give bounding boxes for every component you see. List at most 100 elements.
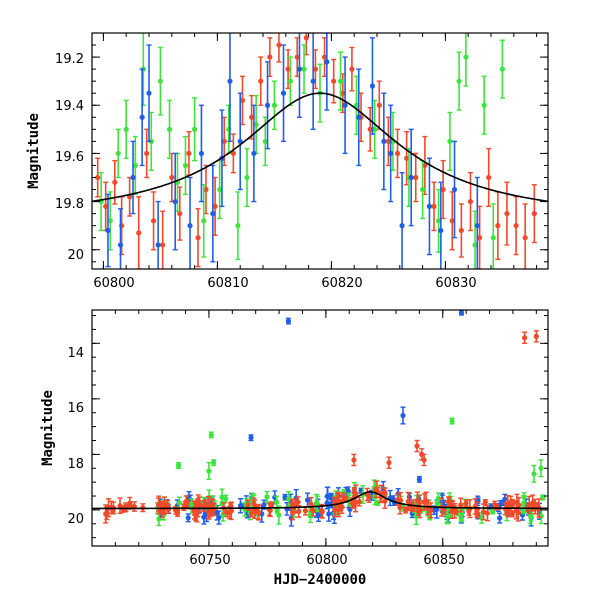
data-point bbox=[248, 510, 254, 517]
top-plot-area bbox=[92, 33, 548, 269]
data-point bbox=[157, 78, 163, 84]
data-point bbox=[451, 186, 458, 193]
data-point bbox=[456, 78, 462, 84]
bottom-plot-area bbox=[92, 310, 548, 527]
data-point bbox=[522, 335, 528, 341]
data-point bbox=[155, 242, 161, 248]
data-point bbox=[416, 476, 422, 482]
data-point bbox=[413, 174, 419, 181]
data-point bbox=[244, 174, 250, 181]
data-point bbox=[285, 318, 292, 324]
data-point bbox=[440, 186, 446, 193]
data-point bbox=[169, 174, 175, 181]
data-point bbox=[132, 162, 138, 169]
data-point bbox=[533, 333, 539, 339]
data-point bbox=[314, 501, 320, 507]
top-x-tick-label: 60830 bbox=[435, 276, 476, 291]
data-point bbox=[482, 499, 488, 505]
data-point bbox=[521, 501, 527, 507]
data-point bbox=[405, 498, 411, 505]
data-point bbox=[286, 496, 292, 502]
data-point bbox=[321, 54, 328, 60]
data-point bbox=[334, 497, 340, 503]
data-point bbox=[312, 66, 319, 72]
data-point bbox=[372, 126, 378, 132]
data-point bbox=[176, 500, 182, 506]
data-point bbox=[481, 102, 487, 108]
data-point bbox=[356, 499, 362, 505]
top-panel: 60800 60810 60820 60830 19.2 19.4 19.6 1… bbox=[26, 32, 549, 291]
top-y-tick-label: 19.2 bbox=[55, 52, 84, 67]
data-point bbox=[526, 502, 532, 508]
data-point bbox=[531, 211, 537, 217]
data-point bbox=[235, 223, 241, 229]
data-point bbox=[264, 494, 270, 500]
data-point bbox=[117, 242, 124, 248]
data-point bbox=[296, 508, 302, 515]
data-point bbox=[386, 460, 392, 466]
data-point bbox=[192, 126, 198, 132]
data-point bbox=[186, 150, 192, 157]
data-point bbox=[249, 114, 255, 120]
data-point bbox=[356, 114, 362, 120]
data-point bbox=[324, 493, 330, 499]
data-point bbox=[123, 126, 129, 132]
data-point bbox=[434, 500, 440, 506]
data-point bbox=[495, 223, 501, 229]
data-point bbox=[486, 174, 492, 181]
bottom-plot-frame bbox=[91, 309, 549, 547]
data-point bbox=[499, 66, 505, 72]
data-point bbox=[253, 121, 259, 128]
data-point bbox=[136, 230, 142, 236]
data-point bbox=[248, 435, 254, 441]
data-point bbox=[103, 203, 109, 209]
data-point bbox=[324, 59, 330, 65]
data-point bbox=[274, 499, 280, 505]
data-point bbox=[493, 504, 500, 510]
data-point bbox=[130, 174, 136, 181]
top-plot-frame bbox=[91, 32, 549, 270]
data-point bbox=[477, 235, 483, 241]
data-point bbox=[177, 211, 183, 217]
bottom-panel: 60750 60800 60850 14 16 18 20 Magnitude … bbox=[40, 309, 549, 588]
data-point bbox=[276, 512, 282, 518]
data-point bbox=[349, 66, 355, 72]
data-point bbox=[251, 501, 257, 507]
data-point bbox=[504, 211, 510, 217]
data-point bbox=[212, 203, 218, 209]
data-point bbox=[388, 150, 394, 157]
data-point bbox=[513, 223, 519, 229]
data-point bbox=[239, 97, 246, 104]
data-point bbox=[301, 66, 307, 72]
data-point bbox=[146, 90, 152, 96]
data-point bbox=[211, 460, 217, 466]
data-point bbox=[326, 511, 332, 517]
top-y-tick-label: 20 bbox=[67, 248, 84, 263]
data-point bbox=[228, 508, 234, 514]
data-point bbox=[223, 496, 229, 502]
data-point bbox=[294, 54, 300, 60]
data-point bbox=[287, 78, 293, 84]
top-axis-ticks bbox=[92, 33, 548, 269]
top-y-axis-label: Magnitude bbox=[26, 113, 42, 189]
data-point bbox=[295, 499, 301, 505]
data-point bbox=[463, 54, 469, 60]
data-point bbox=[302, 508, 308, 514]
data-point bbox=[435, 495, 442, 501]
data-point bbox=[422, 162, 428, 169]
data-point bbox=[206, 468, 212, 474]
bottom-y-tick-label: 20 bbox=[67, 512, 84, 527]
data-point bbox=[351, 502, 357, 508]
data-point bbox=[490, 508, 496, 515]
data-point bbox=[261, 502, 267, 508]
data-point bbox=[416, 500, 422, 506]
data-point bbox=[497, 515, 503, 521]
data-point bbox=[315, 512, 322, 518]
data-point bbox=[289, 509, 296, 515]
data-point bbox=[381, 138, 387, 144]
bottom-y-tick-label: 18 bbox=[67, 457, 84, 472]
data-point bbox=[458, 310, 465, 316]
data-point bbox=[463, 500, 469, 506]
data-point bbox=[447, 138, 453, 144]
